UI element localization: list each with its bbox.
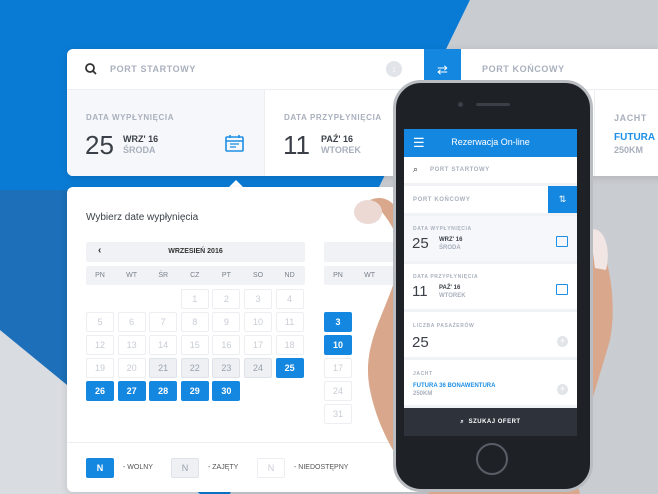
day-cell[interactable]: 3: [324, 312, 352, 332]
day-cell: 22: [180, 358, 209, 378]
day-cell: 20: [117, 358, 146, 378]
phone: ☰ Rezerwacja On-line ⌕ PORT STARTOWY POR…: [393, 80, 593, 492]
weekday-label: WT: [126, 272, 138, 279]
dropdown-icon[interactable]: ↓: [386, 61, 402, 77]
calendar1-weekdays: PN WT ŚR CZ PT SO ND: [86, 266, 305, 285]
day-cell: 15: [180, 335, 209, 355]
weekday-label: WT: [364, 272, 376, 279]
day-cell: 14: [149, 335, 178, 355]
day-cell: 7: [149, 312, 178, 332]
day-cell: 2: [212, 289, 241, 309]
mobile-passengers[interactable]: LICZBA PASAŻERÓW 25 +: [404, 312, 577, 360]
weekday-label: SO: [252, 272, 264, 279]
legend-swatch: N: [171, 458, 199, 478]
day-cell: 17: [324, 358, 352, 378]
legend-swatch: N: [257, 458, 285, 478]
legend: N - WOLNY N - ZAJĘTY N - NIEDOSTĘPNY: [67, 442, 467, 478]
day-cell: 11: [275, 312, 304, 332]
weekday-label: PN: [95, 272, 105, 279]
day-cell: 19: [86, 358, 114, 378]
picker-title: Wybierz date wypłynięcia: [86, 212, 199, 223]
weekday-label: PT: [221, 272, 231, 279]
day-cell[interactable]: 10: [324, 335, 352, 355]
day-cell: 10: [244, 312, 272, 332]
swap-arrows-icon: ⇄: [437, 62, 448, 77]
search-icon: [85, 63, 97, 75]
calendar-icon[interactable]: [556, 284, 568, 295]
day-cell: 16: [212, 335, 241, 355]
day-cell: 6: [117, 312, 146, 332]
day-cell[interactable]: 28: [149, 381, 178, 401]
day-cell: 8: [180, 312, 209, 332]
picker-pointer: [229, 180, 243, 187]
legend-label: - NIEDOSTĘPNY: [294, 464, 349, 471]
port-start-field[interactable]: PORT STARTOWY ↓: [67, 49, 424, 90]
day-cell: 17: [244, 335, 272, 355]
mobile-yacht[interactable]: JACHT FUTURA 36 BONAWENTURA 250KM +: [404, 360, 577, 408]
day-cell[interactable]: 29: [180, 381, 209, 401]
mobile-swap-button[interactable]: ⇅: [548, 186, 577, 213]
arrival-date[interactable]: DATA PRZYPŁYNIĘCIA 11 PAŹ' 16 WTOREK: [264, 90, 594, 176]
calendar1-header: ‹ WRZESIEŃ 2016: [86, 242, 305, 262]
search-icon: ⌕: [413, 164, 419, 174]
search-offers-button[interactable]: ⌕ SZUKAJ OFERT: [404, 408, 577, 436]
search-card: PORT STARTOWY ↓ ⇄ PORT KOŃCOWY DATA WYPŁ…: [67, 49, 658, 176]
day-cell[interactable]: 30: [212, 381, 241, 401]
mobile-departure[interactable]: DATA WYPŁYNIĘCIA 25 WRZ' 16 ŚRODA: [404, 216, 577, 264]
day-cell: 31: [324, 404, 352, 424]
yacht-field[interactable]: JACHT FUTURA 36 250KM: [594, 90, 658, 176]
day-cell: 21: [149, 358, 178, 378]
day-cell: 12: [86, 335, 114, 355]
plus-icon[interactable]: +: [557, 336, 568, 347]
day-cell: 3: [244, 289, 272, 309]
day-cell: 5: [86, 312, 114, 332]
day-cell: 13: [117, 335, 146, 355]
hamburger-icon[interactable]: ☰: [413, 135, 425, 150]
weekday-label: CZ: [190, 272, 200, 279]
day-cell[interactable]: 26: [86, 381, 114, 401]
home-button[interactable]: [476, 443, 508, 475]
day-cell: 9: [212, 312, 241, 332]
weekday-label: ŚR: [158, 272, 169, 279]
day-cell: 4: [275, 289, 304, 309]
departure-date[interactable]: DATA WYPŁYNIĘCIA 25 WRZ' 16 ŚRODA: [67, 90, 264, 176]
mobile-arrival[interactable]: DATA PRZYPŁYNIĘCIA 11 PAŹ' 16 WTOREK: [404, 264, 577, 312]
search-icon: ⌕: [460, 419, 465, 425]
day-cell: 24: [244, 358, 272, 378]
prev-month-button[interactable]: ‹: [98, 245, 102, 256]
calendar-icon[interactable]: [556, 236, 568, 247]
day-cell: 24: [324, 381, 352, 401]
calendar-icon[interactable]: [225, 134, 244, 152]
legend-label: - ZAJĘTY: [208, 464, 239, 471]
legend-label: - WOLNY: [123, 464, 153, 471]
day-cell: 1: [180, 289, 209, 309]
day-cell[interactable]: 25: [275, 358, 304, 378]
camera: [458, 102, 463, 107]
mobile-port-start[interactable]: ⌕ PORT STARTOWY: [404, 157, 577, 186]
legend-swatch: N: [86, 458, 114, 478]
weekday-label: ND: [284, 272, 295, 279]
mobile-header: ☰ Rezerwacja On-line: [404, 129, 577, 157]
day-cell: 23: [212, 358, 241, 378]
speaker: [476, 103, 510, 106]
day-cell[interactable]: 27: [117, 381, 146, 401]
weekday-label: PN: [333, 272, 343, 279]
plus-icon[interactable]: +: [557, 384, 568, 395]
mobile-port-end[interactable]: PORT KOŃCOWY ⇅: [404, 186, 577, 216]
day-cell: 18: [275, 335, 304, 355]
phone-screen: ☰ Rezerwacja On-line ⌕ PORT STARTOWY POR…: [404, 129, 577, 436]
